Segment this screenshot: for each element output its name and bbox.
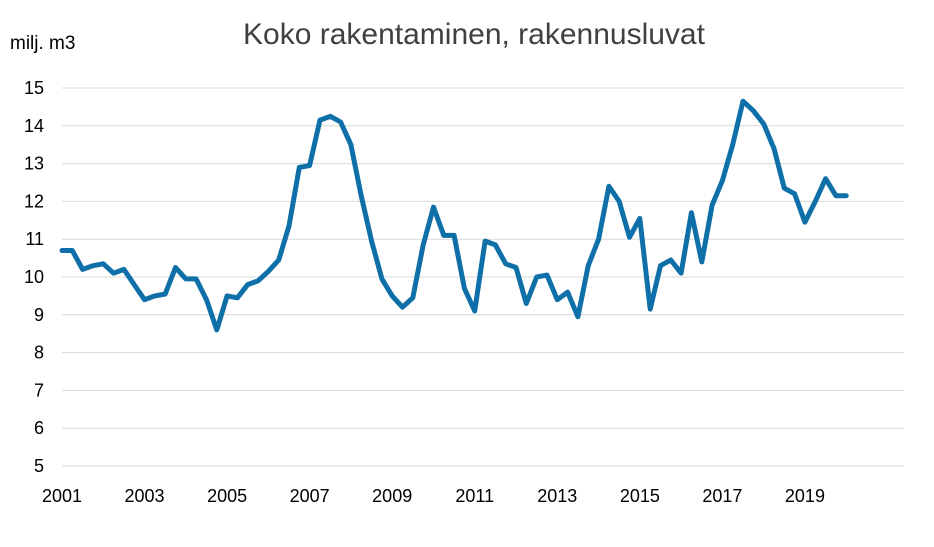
y-tick-label: 8 — [34, 343, 44, 363]
y-tick-label: 9 — [34, 305, 44, 325]
y-tick-label: 5 — [34, 456, 44, 476]
x-tick-label: 2013 — [537, 486, 577, 506]
y-tick-label: 14 — [24, 116, 44, 136]
y-tick-label: 13 — [24, 154, 44, 174]
x-tick-label: 2009 — [372, 486, 412, 506]
y-tick-label: 10 — [24, 267, 44, 287]
chart-title: Koko rakentaminen, rakennusluvat — [243, 18, 706, 51]
y-tick-label: 6 — [34, 418, 44, 438]
y-tick-label: 15 — [24, 78, 44, 98]
series-layer — [59, 98, 849, 333]
y-axis-unit-label: milj. m3 — [10, 33, 75, 54]
x-tick-label: 2005 — [207, 486, 247, 506]
x-tick-label: 2003 — [125, 486, 165, 506]
y-tick-label: 7 — [34, 380, 44, 400]
x-axis-tick-labels: 2001 2003 2005 2007 2009 2011 2013 2015 2017 2019 — [42, 486, 825, 506]
y-axis-tick-labels: 5 6 7 8 9 10 11 12 13 14 15 — [24, 78, 44, 476]
x-tick-label: 2017 — [702, 486, 742, 506]
y-tick-label: 11 — [25, 229, 44, 249]
x-tick-label: 2011 — [455, 486, 494, 506]
series-line — [59, 98, 849, 333]
y-tick-label: 12 — [24, 191, 44, 211]
x-tick-label: 2015 — [620, 486, 660, 506]
x-tick-label: 2019 — [785, 486, 825, 506]
x-tick-label: 2001 — [42, 486, 82, 506]
x-tick-label: 2007 — [290, 486, 330, 506]
